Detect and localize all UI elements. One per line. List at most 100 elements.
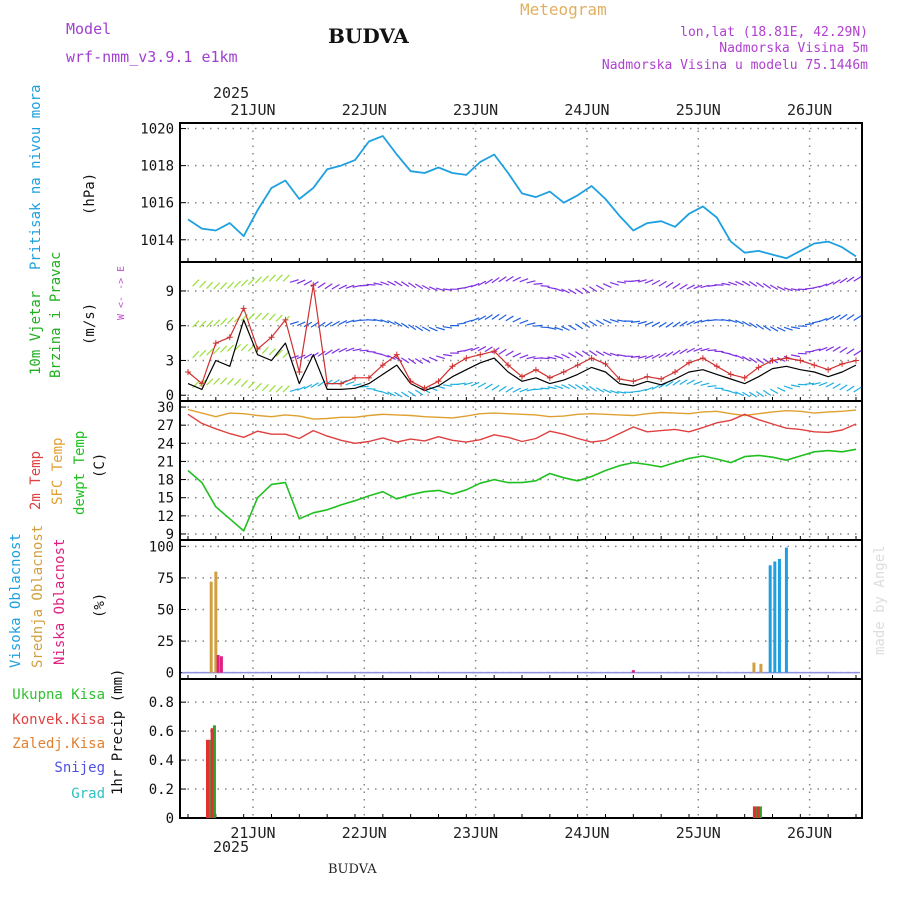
temp-ytick-label: 27 (157, 418, 174, 434)
wind-arrow (192, 380, 200, 389)
wind-ytick-label: 0 (166, 388, 174, 404)
cloud-mid-bar (759, 663, 763, 673)
wind-ytick-label: 3 (166, 353, 174, 369)
wind-gust-marker (268, 334, 275, 341)
wind-arrow (206, 348, 214, 356)
wind-arrow (790, 326, 801, 330)
wind-arrow (644, 321, 654, 326)
dewpt-line (187, 448, 857, 532)
wind-arrow (609, 318, 619, 323)
precip-conv-bar (752, 806, 756, 818)
wind-arrow (519, 388, 529, 393)
wind-arrow (575, 288, 584, 295)
wind-arrow (477, 280, 487, 287)
pressure-ytick-label: 1016 (140, 196, 174, 212)
wind-arrow (519, 278, 529, 283)
wind-arrow (428, 286, 438, 292)
wind-arrow (296, 354, 306, 360)
wind-arrow (651, 384, 661, 390)
wind-arrow (755, 390, 765, 398)
wind-arrow (672, 321, 681, 328)
wind-arrow (324, 321, 333, 328)
wind-arrow (519, 354, 529, 359)
wind-arrow (728, 281, 738, 286)
wind-arrow (463, 347, 473, 352)
wind-arrow (679, 283, 688, 290)
temp-ytick-label: 30 (157, 400, 174, 416)
wind-arrow (588, 385, 598, 392)
wind-arrow (568, 288, 577, 295)
elevation-text: Nadmorska Visina 5m (719, 41, 868, 56)
wind-arrow (275, 314, 283, 322)
wind-speed-line (187, 319, 857, 392)
wind-arrow (338, 320, 348, 326)
wind-arrow (303, 280, 313, 286)
wind-gust-marker (491, 348, 498, 355)
cloud-low-bar (216, 654, 220, 673)
wind-arrow (512, 276, 522, 282)
wind-arrow (505, 315, 514, 322)
wind-gust-marker (602, 360, 609, 367)
wind-arrow (581, 287, 591, 294)
precip-grad-label: Grad (71, 786, 105, 802)
wind-gust-marker (338, 380, 345, 387)
wind-arrow (505, 350, 514, 357)
wind-arrow (421, 326, 431, 332)
wind-arrow (568, 383, 577, 390)
wind-gust-marker (560, 369, 567, 376)
wind-arrow (192, 350, 200, 359)
wind-arrow (324, 379, 333, 386)
temp-ytick-label: 24 (157, 436, 174, 452)
wind-arrow (227, 281, 235, 289)
wind-arrow (317, 282, 326, 289)
precip-ytick-label: 0.2 (149, 782, 174, 798)
wind-arrow (268, 348, 276, 356)
wind-arrow (554, 287, 564, 292)
wind-arrow (616, 391, 627, 394)
wind-arrow (609, 281, 619, 286)
cloud-ytick-label: 50 (157, 603, 174, 619)
wind-arrow (206, 281, 214, 289)
wind-arrow (345, 347, 355, 352)
wind-arrow (240, 379, 249, 388)
wind-arrow (380, 353, 390, 358)
cloud-ytick-label: 75 (157, 571, 174, 587)
wind-arrow (748, 280, 758, 287)
wind-arrow (547, 326, 557, 330)
wind-arrow (387, 319, 396, 326)
wind-arrow (616, 280, 627, 284)
wind-arrow (728, 352, 738, 357)
wind-arrow (561, 325, 570, 331)
wind-arrow (254, 312, 262, 320)
station-title: BUDVA (328, 24, 409, 48)
wind-arrow (463, 381, 473, 386)
wind-arrow (658, 382, 667, 389)
wind-arrow (220, 345, 228, 353)
wind-arrow (443, 353, 453, 357)
wind-arrow (484, 314, 493, 321)
year-label-top: 2025 (213, 84, 250, 102)
precip-conv-bar (210, 728, 214, 818)
wind-gust-marker (379, 362, 386, 369)
wind-arrow (247, 381, 256, 389)
wind-gust-marker (198, 380, 205, 387)
wind-gust-marker (839, 360, 846, 367)
wind-arrow (790, 384, 801, 388)
wind-arrow (665, 281, 674, 288)
wind-arrow (588, 320, 598, 327)
wind-arrow (310, 281, 319, 288)
wind-gust-marker (686, 359, 692, 366)
wind-arrow (533, 388, 543, 391)
temp-ytick-label: 21 (157, 454, 174, 470)
wind-gust-marker (324, 380, 331, 387)
wind-gust-marker (212, 340, 219, 347)
date-label-bottom: 23JUN (453, 824, 498, 842)
wind-arrow (707, 284, 717, 287)
wind-arrow (825, 315, 835, 322)
wind-arrow (227, 377, 235, 386)
wind-arrow (776, 386, 786, 392)
wind-gust-line (187, 284, 857, 389)
precip-total-label: Ukupna Kisa (12, 687, 105, 703)
wind-arrow (721, 282, 731, 286)
wind-arrow (380, 319, 390, 324)
